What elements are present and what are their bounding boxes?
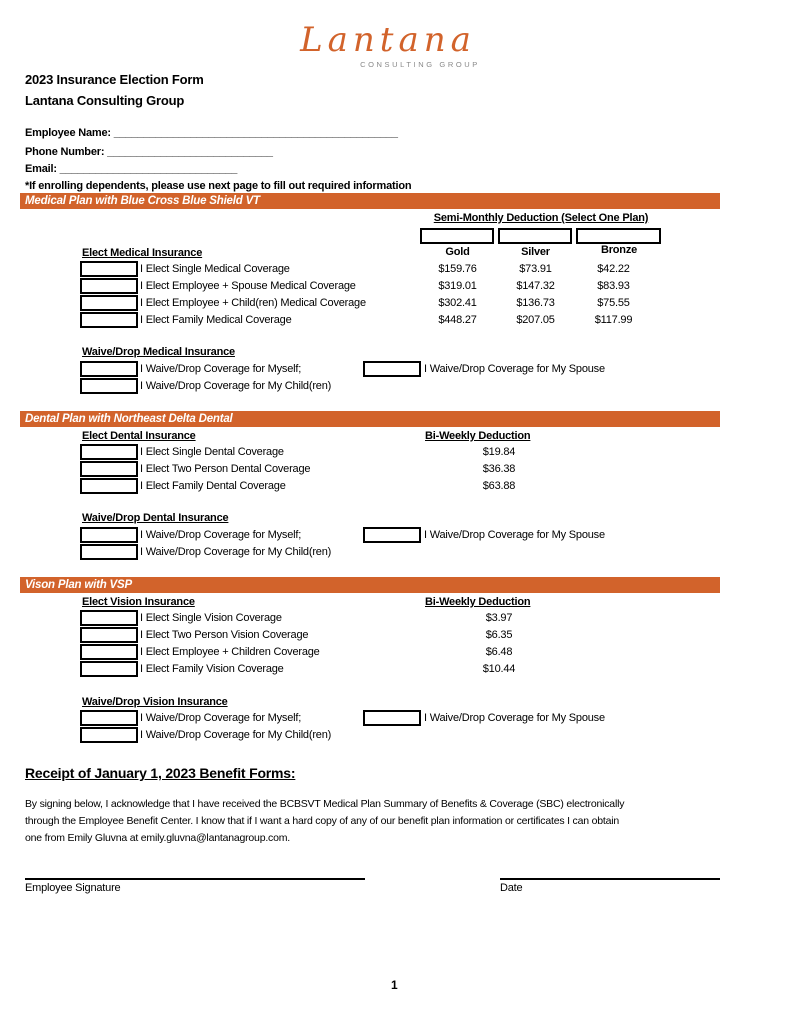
vision-deduction-label: Bi-Weekly Deduction [425,596,531,608]
plan-checkbox-bronze[interactable] [576,228,661,244]
dental-price: $63.88 [482,480,516,492]
dental-section-header: Dental Plan with Northeast Delta Dental [20,411,720,427]
plan-checkbox-silver[interactable] [498,228,572,244]
medical-checkbox[interactable] [80,278,138,294]
waive-spouse-label: I Waive/Drop Coverage for My Spouse [424,529,605,541]
medical-option-label: I Elect Single Medical Coverage [140,263,290,275]
plan-checkbox-gold[interactable] [420,228,494,244]
waive-dental-children-checkbox[interactable] [80,544,138,560]
form-title: 2023 Insurance Election Form [25,72,204,87]
vision-section-header: Vison Plan with VSP [20,577,720,593]
company-name: Lantana Consulting Group [25,93,185,108]
waive-medical-label: Waive/Drop Medical Insurance [82,346,235,358]
waive-dental-spouse-checkbox[interactable] [363,527,421,543]
dental-checkbox[interactable] [80,461,138,477]
elect-medical-label: Elect Medical Insurance [82,247,203,259]
dental-deduction-label: Bi-Weekly Deduction [425,430,531,442]
dependents-note: *If enrolling dependents, please use nex… [25,180,412,192]
medical-price: $159.76 [438,263,477,275]
medical-price: $75.55 [597,297,630,309]
receipt-text-line: one from Emily Gluvna at emily.gluvna@la… [25,832,291,844]
date-label: Date [500,882,523,894]
signature-label: Employee Signature [25,882,121,894]
waive-children-label: I Waive/Drop Coverage for My Child(ren) [140,380,332,392]
phone-field[interactable]: Phone Number: __________________________… [25,146,273,158]
vision-price: $6.48 [485,646,513,658]
date-line[interactable] [500,878,720,880]
dental-checkbox[interactable] [80,478,138,494]
elect-dental-label: Elect Dental Insurance [82,430,196,442]
dental-option-label: I Elect Family Dental Coverage [140,480,286,492]
medical-checkbox[interactable] [80,261,138,277]
email-field[interactable]: Email: ______________________________ [25,163,238,175]
vision-price: $10.44 [482,663,516,675]
vision-checkbox[interactable] [80,610,138,626]
medical-price: $117.99 [594,314,633,326]
waive-spouse-label: I Waive/Drop Coverage for My Spouse [424,363,605,375]
vision-option-label: I Elect Employee + Children Coverage [140,646,320,658]
page-number: 1 [391,978,398,992]
receipt-text-line: through the Employee Benefit Center. I k… [25,815,620,827]
dental-option-label: I Elect Two Person Dental Coverage [140,463,311,475]
receipt-heading: Receipt of January 1, 2023 Benefit Forms… [25,765,296,781]
medical-option-label: I Elect Employee + Child(ren) Medical Co… [140,297,366,309]
receipt-text-line: By signing below, I acknowledge that I h… [25,798,625,810]
waive-dental-self-checkbox[interactable] [80,527,138,543]
medical-price: $319.01 [438,280,477,292]
waive-vision-children-checkbox[interactable] [80,727,138,743]
medical-price: $42.22 [597,263,630,275]
waive-spouse-label: I Waive/Drop Coverage for My Spouse [424,712,605,724]
waive-dental-label: Waive/Drop Dental Insurance [82,512,229,524]
vision-option-label: I Elect Family Vision Coverage [140,663,284,675]
waive-medical-children-checkbox[interactable] [80,378,138,394]
waive-self-label: I Waive/Drop Coverage for Myself; [140,712,302,724]
plan-silver-label: Silver [521,246,550,258]
waive-self-label: I Waive/Drop Coverage for Myself; [140,529,302,541]
plan-gold-label: Gold [445,246,470,258]
dental-option-label: I Elect Single Dental Coverage [140,446,284,458]
waive-medical-self-checkbox[interactable] [80,361,138,377]
dental-price: $36.38 [482,463,516,475]
medical-option-label: I Elect Employee + Spouse Medical Covera… [140,280,356,292]
vision-price: $6.35 [485,629,513,641]
vision-checkbox[interactable] [80,644,138,660]
waive-children-label: I Waive/Drop Coverage for My Child(ren) [140,546,332,558]
dental-checkbox[interactable] [80,444,138,460]
vision-option-label: I Elect Single Vision Coverage [140,612,282,624]
logo-tagline: CONSULTING GROUP [360,60,480,69]
medical-checkbox[interactable] [80,295,138,311]
waive-vision-spouse-checkbox[interactable] [363,710,421,726]
medical-checkbox[interactable] [80,312,138,328]
medical-price: $136.73 [516,297,555,309]
vision-checkbox[interactable] [80,661,138,677]
dental-price: $19.84 [482,446,516,458]
waive-self-label: I Waive/Drop Coverage for Myself; [140,363,302,375]
waive-children-label: I Waive/Drop Coverage for My Child(ren) [140,729,332,741]
medical-price: $83.93 [597,280,630,292]
waive-medical-spouse-checkbox[interactable] [363,361,421,377]
employee-name-field[interactable]: Employee Name: _________________________… [25,127,398,139]
logo: Lantana [300,20,476,60]
elect-vision-label: Elect Vision Insurance [82,596,195,608]
medical-price: $207.05 [516,314,555,326]
medical-price: $73.91 [519,263,552,275]
medical-price: $302.41 [438,297,477,309]
waive-vision-self-checkbox[interactable] [80,710,138,726]
medical-price: $448.27 [438,314,477,326]
medical-price: $147.32 [516,280,555,292]
vision-checkbox[interactable] [80,627,138,643]
medical-section-header: Medical Plan with Blue Cross Blue Shield… [20,193,720,209]
waive-vision-label: Waive/Drop Vision Insurance [82,696,228,708]
plan-bronze-label: Bronze [600,244,638,256]
medical-deduction-label: Semi-Monthly Deduction (Select One Plan) [433,212,649,224]
vision-option-label: I Elect Two Person Vision Coverage [140,629,309,641]
signature-line[interactable] [25,878,365,880]
vision-price: $3.97 [485,612,513,624]
medical-option-label: I Elect Family Medical Coverage [140,314,292,326]
